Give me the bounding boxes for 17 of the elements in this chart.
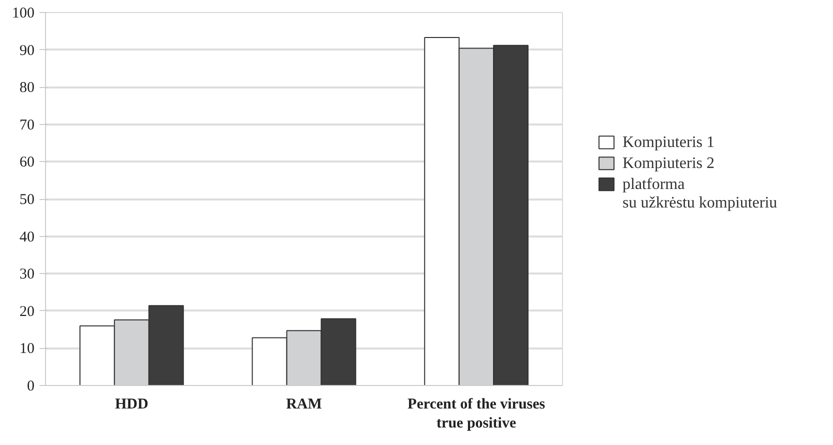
y-tick-label: 10: [20, 341, 34, 358]
y-tick-label: 40: [20, 229, 34, 246]
y-tick-label: 0: [27, 378, 34, 394]
x-tick-label: HDD: [115, 396, 148, 412]
x-tick-label: RAM: [286, 396, 322, 412]
y-tick-label: 30: [20, 266, 34, 283]
y-tick-label: 20: [20, 304, 34, 320]
y-tick-label: 100: [12, 6, 34, 22]
y-tick-label: 50: [20, 192, 34, 208]
y-tick-label: 90: [20, 42, 34, 59]
y-tick-label: 60: [20, 154, 34, 171]
x-tick-label: Percent of the viruses true positive: [408, 396, 546, 432]
legend-label: platforma su užkrėstu kompiuteriu: [622, 176, 778, 212]
y-tick-label: 80: [20, 80, 34, 96]
y-tick-label: 70: [20, 117, 34, 134]
legend-label: Kompiuteris 2: [622, 154, 714, 172]
legend-label: Kompiuteris 1: [622, 134, 714, 152]
